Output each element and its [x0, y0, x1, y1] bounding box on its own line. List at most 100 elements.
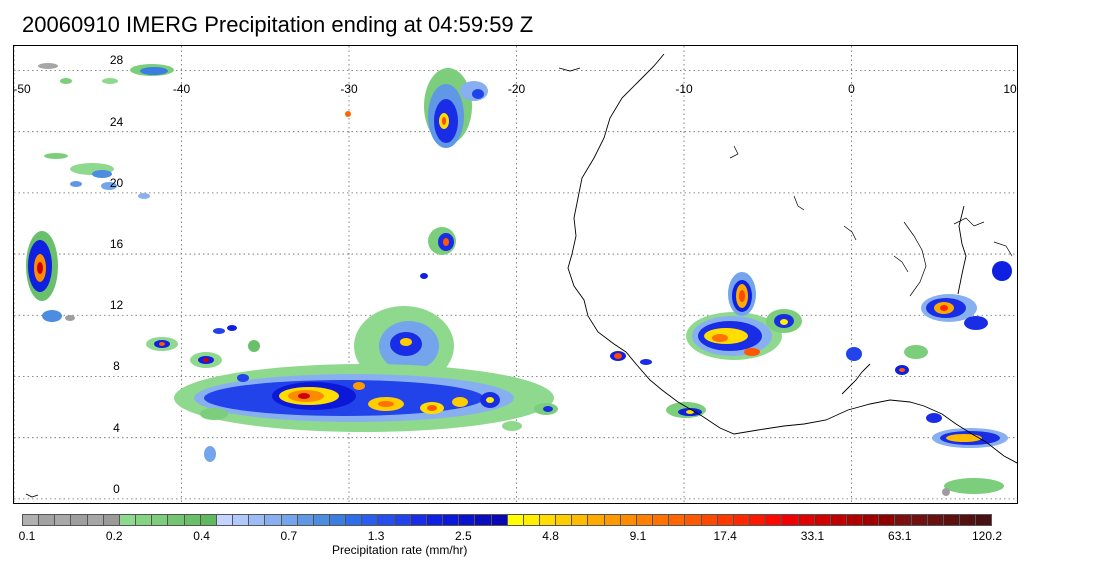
- colorbar-swatch: [136, 515, 153, 525]
- colorbar-swatch: [927, 515, 944, 525]
- colorbar-swatch: [426, 515, 444, 525]
- latitude-label: 0: [113, 481, 120, 496]
- africa-coastline: [567, 53, 1017, 464]
- colorbar-tick-label: 2.5: [455, 529, 472, 543]
- colorbar-swatch: [572, 515, 589, 525]
- island-fragment: [558, 67, 581, 72]
- latitude-label: 16: [109, 237, 124, 252]
- colorbar-swatch: [798, 515, 815, 525]
- latitude-label: 24: [109, 114, 124, 129]
- colorbar-swatch: [23, 515, 40, 525]
- colorbar-swatch: [846, 515, 864, 525]
- colorbar-swatch: [71, 515, 88, 525]
- colorbar-swatch: [733, 515, 751, 525]
- colorbar-swatch: [540, 515, 557, 525]
- colorbar-swatch: [39, 515, 56, 525]
- latitude-label: 12: [109, 298, 124, 313]
- colorbar-swatch: [814, 515, 831, 525]
- colorbar-swatch: [346, 515, 363, 525]
- colorbar-swatch: [329, 515, 347, 525]
- colorbar-swatch: [911, 515, 928, 525]
- latitude-label: 20: [109, 175, 124, 190]
- colorbar-swatch: [976, 515, 992, 525]
- precip-cluster-west-africa: [610, 261, 1012, 496]
- colorbar-swatch: [556, 515, 573, 525]
- colorbar-swatch: [475, 515, 492, 525]
- map-canvas: [14, 46, 1017, 503]
- cameroon-coast: [957, 205, 967, 295]
- colorbar-swatch: [830, 515, 847, 525]
- colorbar-tick-label: 1.3: [367, 529, 385, 543]
- longitude-label: -20: [507, 82, 526, 96]
- latitude-label: 8: [113, 359, 120, 374]
- colorbar-swatch: [378, 515, 395, 525]
- colorbar-swatch: [265, 515, 282, 525]
- colorbar-swatch: [184, 515, 201, 525]
- colorbar-swatch: [766, 515, 783, 525]
- colorbar-swatch: [55, 515, 72, 525]
- latitude-label: 28: [109, 53, 124, 68]
- colorbar-swatch: [782, 515, 799, 525]
- longitude-label: -10: [675, 82, 693, 96]
- colorbar-swatch: [394, 515, 411, 525]
- colorbar-swatch: [750, 515, 767, 525]
- longitude-label: -40: [172, 82, 191, 96]
- colorbar-swatch: [669, 515, 686, 525]
- colorbar-swatch: [281, 515, 298, 525]
- precip-cluster-itcz-band: [174, 306, 554, 432]
- colorbar-swatch: [523, 515, 540, 525]
- longitude-label: 10: [1003, 82, 1017, 96]
- colorbar-swatch: [507, 515, 524, 525]
- longitude-label: 0: [848, 82, 855, 96]
- colorbar-swatch: [119, 515, 137, 525]
- colorbar-tick-label: 33.1: [800, 529, 825, 543]
- colorbar-swatch: [410, 515, 427, 525]
- colorbar-swatch: [459, 515, 476, 525]
- colorbar-swatch: [863, 515, 880, 525]
- colorbar-tick-label: 63.1: [888, 529, 912, 543]
- colorbar-tick-label: 120.2: [971, 529, 1003, 543]
- colorbar-swatch: [895, 515, 912, 525]
- precip-cluster-west-edge: [26, 231, 75, 322]
- colorbar-swatch: [879, 515, 896, 525]
- colorbar-swatch: [103, 515, 120, 525]
- colorbar-swatch: [362, 515, 379, 525]
- colorbar-swatch: [233, 515, 250, 525]
- colorbar-swatch: [216, 515, 234, 525]
- precipitation-cells: [26, 63, 1012, 496]
- latitude-label: 4: [113, 420, 120, 435]
- colorbar-swatch: [249, 515, 266, 525]
- colorbar-tick-label: 0.7: [280, 529, 298, 543]
- colorbar-swatch: [620, 515, 637, 525]
- colorbar-swatch: [653, 515, 670, 525]
- coastline: [25, 53, 1017, 498]
- colorbar-tick-label: 4.8: [542, 529, 559, 543]
- colorbar-swatch: [313, 515, 330, 525]
- colorbar-swatch: [604, 515, 621, 525]
- colorbar-swatch: [701, 515, 718, 525]
- colorbar-tick-label: 17.4: [713, 529, 737, 543]
- precip-cluster-itcz-west: [146, 325, 558, 462]
- colorbar-swatch: [87, 515, 104, 525]
- colorbar-swatch: [168, 515, 185, 525]
- colorbar-tick-label: 0.4: [193, 529, 210, 543]
- precipitation-map: -50 -40 -30 -20 -10 0 10 28 24 20 16 12 8 4 0: [13, 45, 1018, 504]
- colorbar-swatch: [491, 515, 508, 525]
- colorbar-swatch: [943, 515, 961, 525]
- longitude-label: -30: [340, 82, 358, 96]
- colorbar-tick-label: 9.1: [629, 529, 647, 543]
- colorbar-swatch: [588, 515, 605, 525]
- colorbar-swatch: [636, 515, 654, 525]
- precip-cluster-midatlantic-north: [345, 68, 488, 279]
- inland-water: [729, 145, 1013, 297]
- colorbar-tick-label: 0.1: [18, 529, 36, 543]
- longitude-label: -50: [13, 82, 31, 96]
- precipitation-colorbar: [22, 514, 992, 526]
- island-fragment-2: [25, 493, 39, 498]
- colorbar-swatch: [297, 515, 314, 525]
- colorbar-swatch: [152, 515, 169, 525]
- colorbar-tick-label: 0.2: [105, 529, 123, 543]
- colorbar-swatch: [443, 515, 460, 525]
- colorbar-swatch: [960, 515, 977, 525]
- graticule: [14, 46, 1017, 503]
